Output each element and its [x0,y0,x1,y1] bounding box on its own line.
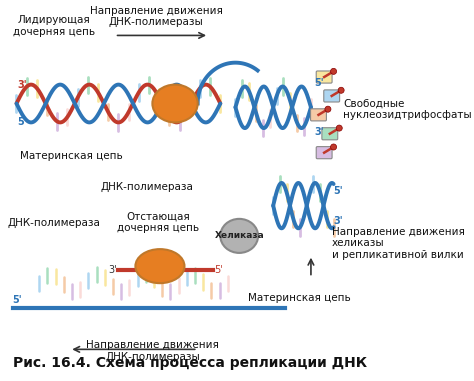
Circle shape [330,144,337,150]
FancyBboxPatch shape [324,90,340,102]
Text: 3': 3' [108,265,117,275]
Text: Рис. 16.4. Схема процесса репликации ДНК: Рис. 16.4. Схема процесса репликации ДНК [13,356,367,370]
Text: Хеликаза: Хеликаза [214,231,264,240]
FancyBboxPatch shape [310,109,327,121]
Text: Направление движения
ДНК-полимеразы: Направление движения ДНК-полимеразы [86,341,219,362]
Ellipse shape [220,219,258,253]
Ellipse shape [136,249,184,283]
FancyBboxPatch shape [316,147,332,159]
Text: Материнская цепь: Материнская цепь [248,293,351,303]
Text: 5': 5' [215,265,223,275]
Text: 5': 5' [13,295,22,305]
Circle shape [325,106,331,112]
Text: 3': 3' [334,216,343,226]
FancyBboxPatch shape [316,71,332,83]
Text: 5': 5' [17,117,27,127]
Circle shape [330,68,337,74]
Text: Свободные
нуклеозидтрифосфаты: Свободные нуклеозидтрифосфаты [343,98,472,120]
Circle shape [336,125,342,131]
Text: 5': 5' [334,186,343,195]
FancyBboxPatch shape [322,128,338,140]
Ellipse shape [152,85,198,122]
Text: Направление движения
хеликазы
и репликативной вилки: Направление движения хеликазы и репликат… [332,227,465,260]
Circle shape [338,87,344,93]
Text: 5': 5' [315,78,324,88]
Text: Материнская цепь: Материнская цепь [20,152,123,162]
Text: 3': 3' [315,127,324,137]
Text: Лидирующая
дочерняя цепь: Лидирующая дочерняя цепь [13,15,95,37]
Text: 3': 3' [17,80,27,90]
Text: Направление движения
ДНК-полимеразы: Направление движения ДНК-полимеразы [90,6,223,27]
Text: Отстающая
дочерняя цепь: Отстающая дочерняя цепь [117,212,199,234]
Text: ДНК-полимераза: ДНК-полимераза [100,182,193,192]
Text: ДНК-полимераза: ДНК-полимераза [8,218,100,228]
